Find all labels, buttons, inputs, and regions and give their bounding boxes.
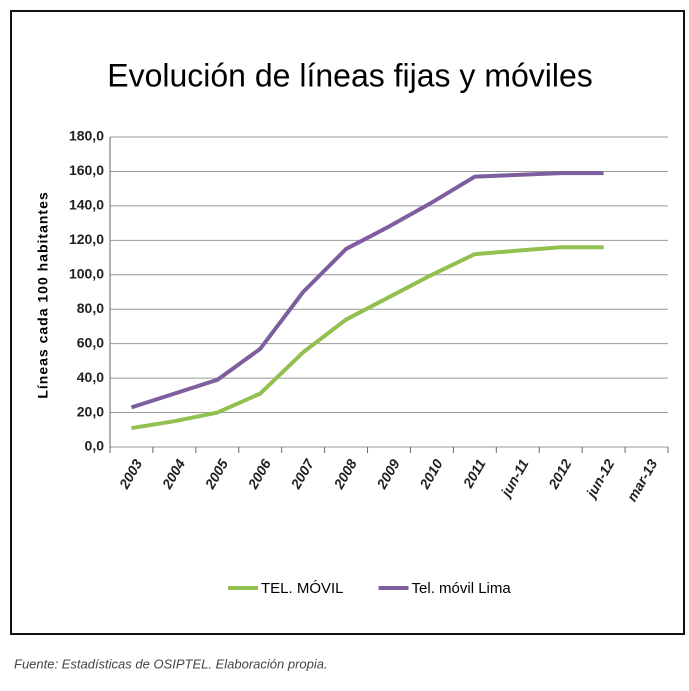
chart-title: Evolución de líneas fijas y móviles bbox=[107, 57, 593, 93]
y-tick-label: 120,0 bbox=[69, 231, 104, 247]
y-tick-label: 100,0 bbox=[69, 265, 104, 281]
y-tick-label: 0,0 bbox=[85, 438, 105, 454]
y-tick-label: 140,0 bbox=[69, 197, 104, 213]
series-line bbox=[130, 171, 604, 410]
y-tick-label: 60,0 bbox=[77, 334, 104, 350]
y-tick-label: 20,0 bbox=[77, 403, 104, 419]
legend-label: TEL. MÓVIL bbox=[261, 580, 344, 597]
legend-label: Tel. móvil Lima bbox=[412, 580, 512, 597]
y-tick-label: 160,0 bbox=[69, 162, 104, 178]
y-tick-label: 40,0 bbox=[77, 369, 104, 385]
chart-frame bbox=[10, 10, 685, 635]
y-axis-label: Líneas cada 100 habitantes bbox=[35, 191, 51, 398]
source-note: Fuente: Estadísticas de OSIPTEL. Elabora… bbox=[14, 656, 328, 671]
y-tick-label: 80,0 bbox=[77, 300, 104, 316]
series-line bbox=[131, 245, 604, 431]
y-tick-label: 180,0 bbox=[69, 128, 104, 144]
